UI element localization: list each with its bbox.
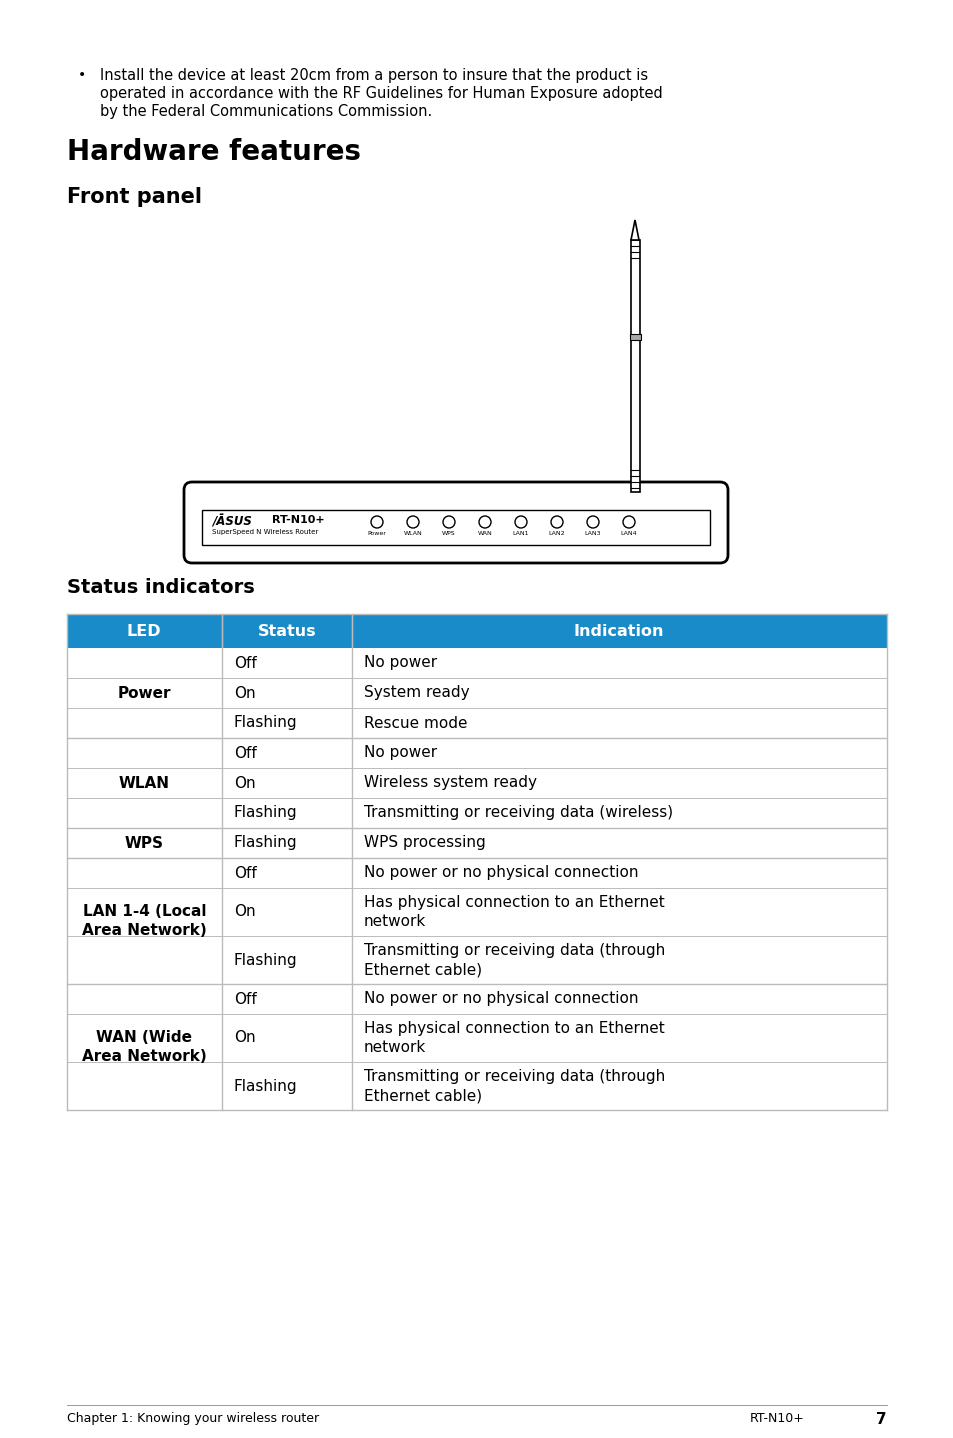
Text: WPS processing: WPS processing (364, 835, 485, 850)
Text: Front panel: Front panel (67, 187, 202, 207)
Bar (202, 510, 709, 545)
Text: Chapter 1: Knowing your wireless router: Chapter 1: Knowing your wireless router (67, 1412, 319, 1425)
Bar (222, 1063, 352, 1110)
Text: LAN4: LAN4 (620, 531, 637, 536)
Text: Off: Off (233, 866, 256, 880)
Bar (67, 984, 222, 1110)
Bar (222, 828, 352, 858)
Bar (222, 858, 352, 889)
Bar (352, 798, 886, 828)
Text: LAN 1-4 (Local
Area Network): LAN 1-4 (Local Area Network) (82, 903, 207, 939)
Text: Flashing: Flashing (233, 952, 297, 968)
Bar (630, 240, 639, 492)
Bar (629, 334, 640, 341)
Text: Flashing: Flashing (233, 716, 297, 731)
Bar (222, 677, 352, 707)
Text: No power: No power (364, 745, 436, 761)
Text: WLAN: WLAN (119, 775, 170, 791)
Text: LAN3: LAN3 (584, 531, 600, 536)
Text: Power: Power (367, 531, 386, 536)
Text: SuperSpeed N Wireless Router: SuperSpeed N Wireless Router (212, 529, 318, 535)
Text: Off: Off (233, 991, 256, 1007)
Bar (222, 1014, 352, 1063)
Text: Transmitting or receiving data (wireless): Transmitting or receiving data (wireless… (364, 805, 673, 821)
Text: Rescue mode: Rescue mode (364, 716, 467, 731)
Bar (352, 984, 886, 1014)
Text: 7: 7 (876, 1412, 886, 1426)
Bar (67, 858, 222, 984)
Text: RT-N10+: RT-N10+ (749, 1412, 804, 1425)
Text: Flashing: Flashing (233, 835, 297, 850)
Bar (352, 677, 886, 707)
Text: Status: Status (257, 624, 316, 638)
Text: Hardware features: Hardware features (67, 138, 360, 165)
Text: by the Federal Communications Commission.: by the Federal Communications Commission… (100, 104, 432, 119)
Text: Flashing: Flashing (233, 805, 297, 821)
Bar (222, 984, 352, 1014)
Text: Install the device at least 20cm from a person to insure that the product is: Install the device at least 20cm from a … (100, 68, 647, 83)
Text: WAN (Wide
Area Network): WAN (Wide Area Network) (82, 1030, 207, 1064)
Text: No power: No power (364, 656, 436, 670)
Bar (352, 936, 886, 984)
Text: System ready: System ready (364, 686, 469, 700)
Text: Indication: Indication (573, 624, 663, 638)
Bar (352, 768, 886, 798)
Text: Has physical connection to an Ethernet
network: Has physical connection to an Ethernet n… (364, 894, 664, 929)
Text: Power: Power (117, 686, 172, 700)
Text: Status indicators: Status indicators (67, 578, 254, 597)
Bar (222, 707, 352, 738)
Text: Off: Off (233, 745, 256, 761)
Bar (352, 1063, 886, 1110)
Bar (222, 798, 352, 828)
Text: WLAN: WLAN (403, 531, 422, 536)
Text: WPS: WPS (442, 531, 456, 536)
Bar (352, 828, 886, 858)
Bar (352, 707, 886, 738)
Text: On: On (233, 905, 255, 919)
Text: •: • (78, 68, 86, 82)
Bar (222, 649, 352, 677)
Text: LED: LED (127, 624, 161, 638)
Text: Flashing: Flashing (233, 1078, 297, 1093)
Bar (352, 649, 886, 677)
Bar (352, 738, 886, 768)
Text: Has physical connection to an Ethernet
network: Has physical connection to an Ethernet n… (364, 1021, 664, 1055)
Text: On: On (233, 775, 255, 791)
Text: Off: Off (233, 656, 256, 670)
Bar (352, 858, 886, 889)
Polygon shape (630, 220, 639, 240)
FancyBboxPatch shape (184, 482, 727, 564)
Bar (222, 738, 352, 768)
Bar (222, 936, 352, 984)
Text: Transmitting or receiving data (through
Ethernet cable): Transmitting or receiving data (through … (364, 942, 664, 978)
Bar (352, 889, 886, 936)
Text: Transmitting or receiving data (through
Ethernet cable): Transmitting or receiving data (through … (364, 1068, 664, 1103)
Text: operated in accordance with the RF Guidelines for Human Exposure adopted: operated in accordance with the RF Guide… (100, 86, 662, 101)
Bar (352, 1014, 886, 1063)
Text: WPS: WPS (125, 835, 164, 850)
Bar (222, 889, 352, 936)
Text: Wireless system ready: Wireless system ready (364, 775, 537, 791)
Bar (67, 649, 222, 738)
Bar (67, 738, 222, 828)
Text: LAN2: LAN2 (548, 531, 565, 536)
Bar (67, 614, 886, 649)
Text: WAN: WAN (477, 531, 492, 536)
Text: No power or no physical connection: No power or no physical connection (364, 866, 638, 880)
Text: /ĀSUS: /ĀSUS (212, 515, 252, 528)
Text: No power or no physical connection: No power or no physical connection (364, 991, 638, 1007)
Text: LAN1: LAN1 (512, 531, 529, 536)
Text: On: On (233, 1031, 255, 1045)
Text: On: On (233, 686, 255, 700)
Bar (222, 768, 352, 798)
Text: RT-N10+: RT-N10+ (272, 515, 324, 525)
Bar (67, 828, 222, 858)
